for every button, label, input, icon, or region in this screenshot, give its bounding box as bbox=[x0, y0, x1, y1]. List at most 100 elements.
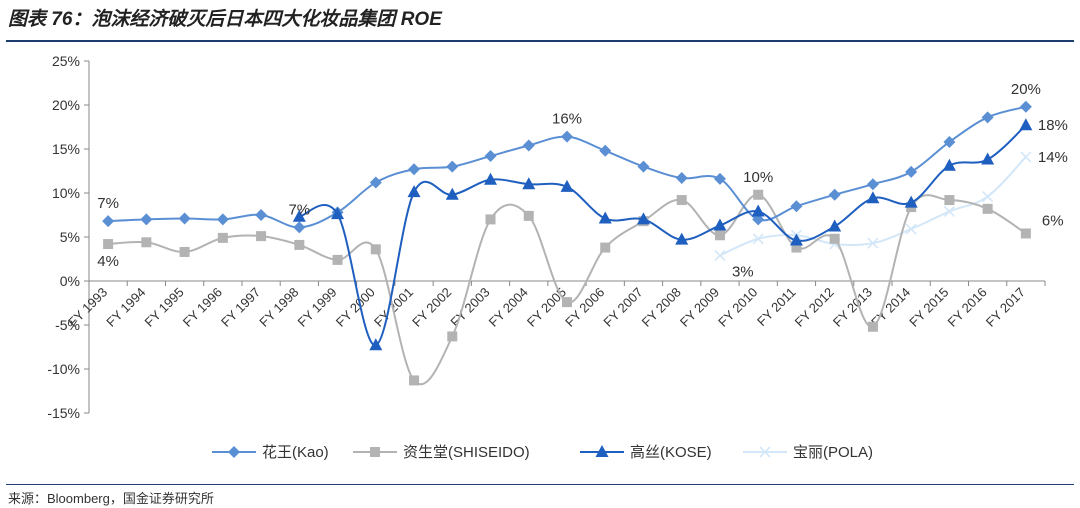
data-point bbox=[102, 215, 115, 228]
x-marker-stroke bbox=[752, 233, 764, 245]
bottom-rule bbox=[6, 484, 1074, 485]
data-point bbox=[484, 150, 497, 163]
y-tick-label: 25% bbox=[52, 53, 80, 69]
x-tick-label: FY 2016 bbox=[945, 285, 990, 330]
data-point bbox=[944, 195, 955, 206]
data-point bbox=[905, 165, 918, 178]
series-line bbox=[108, 193, 1027, 386]
data-label: 20% bbox=[1011, 81, 1041, 98]
data-label: 7% bbox=[288, 201, 310, 218]
x-marker-stroke bbox=[982, 190, 994, 203]
data-point bbox=[828, 188, 841, 201]
data-point bbox=[216, 213, 229, 226]
legend-label: 花王(Kao) bbox=[262, 444, 329, 461]
y-tick-label: 10% bbox=[52, 185, 80, 201]
data-point bbox=[982, 190, 994, 203]
data-point bbox=[675, 172, 688, 185]
data-point bbox=[714, 230, 725, 241]
x-tick-label: FY 2007 bbox=[600, 285, 645, 330]
data-point bbox=[904, 195, 918, 208]
x-tick-label: FY 2015 bbox=[906, 285, 951, 330]
data-label: 4% bbox=[97, 253, 119, 270]
legend-item-3: 宝丽(POLA) bbox=[743, 444, 873, 461]
x-tick-label: FY 1996 bbox=[180, 285, 225, 330]
data-point bbox=[446, 160, 459, 173]
data-point bbox=[1020, 228, 1031, 239]
source-note: 来源：Bloomberg，国金证券研究所 bbox=[8, 491, 214, 506]
x-marker-stroke bbox=[714, 249, 726, 262]
x-marker-stroke bbox=[1020, 151, 1032, 163]
data-point bbox=[141, 237, 152, 248]
x-marker-stroke bbox=[759, 446, 771, 458]
data-point bbox=[369, 176, 382, 189]
figure-title: 图表 76：泡沫经济破灭后日本四大化妆品集团 ROE bbox=[8, 9, 442, 30]
data-point bbox=[943, 135, 956, 148]
data-point bbox=[981, 152, 995, 165]
data-point bbox=[331, 207, 345, 220]
data-point bbox=[753, 189, 764, 200]
legend-item-0: 花王(Kao) bbox=[212, 444, 329, 461]
data-point bbox=[943, 205, 955, 218]
data-point bbox=[828, 219, 842, 232]
data-point bbox=[713, 172, 726, 185]
data-point bbox=[866, 191, 880, 204]
data-point bbox=[369, 338, 383, 351]
x-tick-label: FY 2017 bbox=[983, 285, 1028, 330]
data-point bbox=[714, 249, 726, 262]
x-tick-label: FY 2012 bbox=[792, 285, 837, 330]
data-point bbox=[598, 211, 612, 224]
data-point bbox=[293, 221, 306, 234]
data-point bbox=[1019, 100, 1032, 113]
x-tick-label: FY 2004 bbox=[486, 285, 531, 330]
x-tick-label: FY 1998 bbox=[256, 285, 301, 330]
data-point bbox=[294, 239, 305, 250]
legend-marker bbox=[370, 447, 380, 457]
legend-item-1: 资生堂(SHISEIDO) bbox=[353, 444, 530, 461]
data-label: 14% bbox=[1038, 149, 1068, 166]
data-point bbox=[752, 233, 764, 245]
data-point bbox=[522, 139, 535, 152]
data-point bbox=[1019, 118, 1033, 131]
data-label: 3% bbox=[732, 263, 754, 280]
legend-marker bbox=[759, 446, 771, 458]
data-point bbox=[179, 246, 190, 257]
data-point bbox=[561, 130, 573, 143]
y-tick-label: 20% bbox=[52, 97, 80, 113]
y-tick-label: -15% bbox=[47, 405, 80, 421]
legend-label: 宝丽(POLA) bbox=[793, 444, 873, 461]
legend-item-2: 高丝(KOSE) bbox=[580, 444, 712, 461]
data-point bbox=[178, 212, 191, 225]
y-tick-label: 5% bbox=[60, 229, 80, 245]
x-tick-label: FY 2011 bbox=[754, 285, 799, 330]
data-point bbox=[103, 239, 114, 250]
data-point bbox=[255, 209, 268, 221]
data-point bbox=[599, 144, 612, 157]
x-tick-label: FY 1995 bbox=[142, 285, 187, 330]
x-tick-label: FY 2008 bbox=[639, 285, 684, 330]
data-point bbox=[942, 158, 956, 171]
data-label: 18% bbox=[1038, 117, 1068, 134]
data-point bbox=[829, 233, 840, 244]
data-point bbox=[676, 195, 687, 206]
data-point bbox=[791, 242, 802, 253]
legend-label: 资生堂(SHISEIDO) bbox=[403, 444, 530, 461]
data-point bbox=[292, 209, 306, 222]
data-point bbox=[140, 213, 153, 226]
data-point bbox=[447, 331, 458, 342]
x-tick-label: FY 2000 bbox=[333, 285, 378, 330]
x-tick-label: FY 2009 bbox=[677, 285, 722, 330]
y-tick-label: 0% bbox=[60, 273, 80, 289]
legend-marker bbox=[595, 445, 609, 457]
title-rule bbox=[6, 40, 1074, 42]
data-point bbox=[522, 177, 536, 190]
data-point bbox=[981, 111, 994, 124]
data-point bbox=[637, 160, 650, 173]
data-point bbox=[332, 254, 343, 265]
y-tick-label: -5% bbox=[55, 317, 80, 333]
data-label: 16% bbox=[552, 111, 582, 128]
legend-label: 高丝(KOSE) bbox=[630, 444, 712, 461]
data-point bbox=[866, 178, 879, 191]
data-point bbox=[256, 231, 267, 242]
series-0 bbox=[102, 100, 1032, 234]
